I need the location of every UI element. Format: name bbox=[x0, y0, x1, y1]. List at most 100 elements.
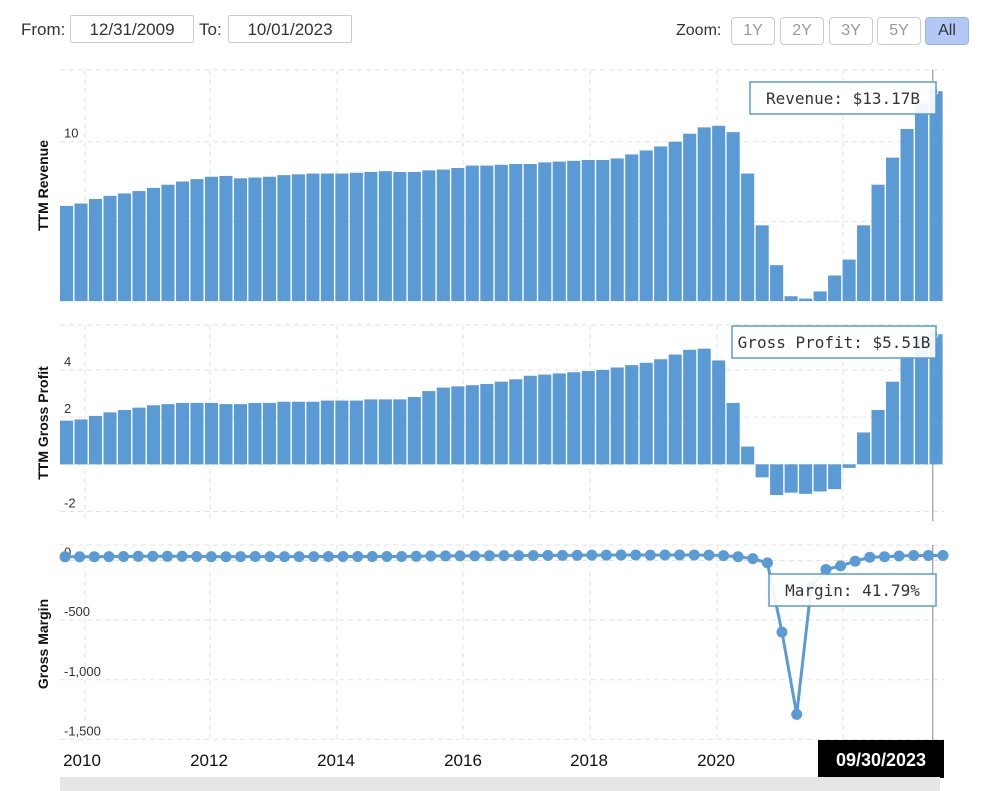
bar[interactable] bbox=[726, 402, 740, 465]
data-point[interactable] bbox=[59, 551, 71, 563]
bar[interactable] bbox=[74, 419, 88, 465]
zoom-3y-button[interactable]: 3Y bbox=[829, 17, 873, 45]
data-point[interactable] bbox=[600, 549, 612, 561]
data-point[interactable] bbox=[674, 549, 686, 561]
bar[interactable] bbox=[480, 165, 494, 301]
data-point[interactable] bbox=[74, 551, 86, 563]
bar[interactable] bbox=[291, 174, 305, 301]
bar[interactable] bbox=[393, 171, 407, 301]
bar[interactable] bbox=[654, 359, 668, 465]
data-point[interactable] bbox=[776, 626, 788, 638]
bar[interactable] bbox=[219, 404, 233, 465]
data-point[interactable] bbox=[747, 553, 759, 565]
bar[interactable] bbox=[88, 199, 103, 301]
bar[interactable] bbox=[233, 178, 247, 301]
bar[interactable] bbox=[277, 401, 291, 465]
data-point[interactable] bbox=[235, 551, 247, 563]
data-point[interactable] bbox=[630, 549, 642, 561]
data-point[interactable] bbox=[381, 551, 393, 562]
bar[interactable] bbox=[204, 402, 219, 465]
bar[interactable] bbox=[378, 399, 392, 465]
data-point[interactable] bbox=[308, 551, 320, 563]
bar[interactable] bbox=[625, 154, 639, 301]
bar[interactable] bbox=[697, 127, 711, 301]
bar[interactable] bbox=[813, 291, 827, 301]
bar[interactable] bbox=[291, 401, 305, 465]
data-point[interactable] bbox=[352, 551, 364, 562]
bar[interactable] bbox=[480, 384, 494, 465]
zoom-2y-button[interactable]: 2Y bbox=[780, 17, 824, 45]
bar[interactable] bbox=[625, 365, 639, 465]
bar[interactable] bbox=[842, 464, 856, 468]
bar[interactable] bbox=[813, 464, 827, 492]
data-point[interactable] bbox=[586, 549, 598, 561]
bar[interactable] bbox=[552, 161, 566, 301]
bar[interactable] bbox=[451, 167, 465, 301]
bar[interactable] bbox=[900, 356, 914, 465]
bar[interactable] bbox=[262, 402, 276, 465]
bar[interactable] bbox=[828, 275, 842, 301]
bar[interactable] bbox=[581, 371, 595, 465]
bar[interactable] bbox=[929, 334, 943, 465]
bar[interactable] bbox=[175, 181, 190, 301]
bar[interactable] bbox=[465, 385, 479, 465]
data-point[interactable] bbox=[718, 550, 729, 562]
data-point[interactable] bbox=[425, 550, 437, 562]
bar[interactable] bbox=[668, 141, 682, 301]
bar[interactable] bbox=[523, 163, 537, 301]
data-point[interactable] bbox=[322, 551, 334, 562]
bar[interactable] bbox=[335, 400, 349, 465]
bar[interactable] bbox=[204, 176, 219, 301]
bar[interactable] bbox=[755, 464, 769, 478]
zoom-5y-button[interactable]: 5Y bbox=[877, 17, 921, 45]
data-point[interactable] bbox=[688, 549, 700, 561]
data-point[interactable] bbox=[454, 550, 466, 562]
bar[interactable] bbox=[639, 150, 653, 301]
data-point[interactable] bbox=[527, 550, 539, 561]
bar[interactable] bbox=[248, 177, 262, 301]
bar[interactable] bbox=[755, 225, 769, 301]
bar[interactable] bbox=[697, 348, 711, 465]
data-point[interactable] bbox=[879, 551, 890, 563]
from-date-input[interactable]: 12/31/2009 bbox=[70, 15, 194, 43]
bar[interactable] bbox=[799, 298, 813, 301]
bar[interactable] bbox=[407, 171, 421, 301]
bar[interactable] bbox=[915, 335, 929, 465]
data-point[interactable] bbox=[103, 551, 115, 563]
bar[interactable] bbox=[596, 160, 610, 301]
data-point[interactable] bbox=[908, 550, 920, 561]
bar[interactable] bbox=[407, 397, 421, 465]
bar[interactable] bbox=[190, 179, 204, 301]
bar[interactable] bbox=[567, 160, 581, 301]
bar[interactable] bbox=[349, 400, 363, 465]
bar[interactable] bbox=[451, 386, 465, 465]
bar[interactable] bbox=[320, 400, 334, 465]
bar[interactable] bbox=[335, 173, 349, 301]
data-point[interactable] bbox=[864, 551, 876, 563]
data-point[interactable] bbox=[542, 549, 554, 561]
bar[interactable] bbox=[799, 464, 813, 494]
bar[interactable] bbox=[60, 420, 74, 465]
bar[interactable] bbox=[596, 369, 610, 465]
data-point[interactable] bbox=[410, 550, 422, 562]
data-point[interactable] bbox=[279, 551, 290, 563]
bar[interactable] bbox=[712, 360, 726, 465]
bar[interactable] bbox=[712, 125, 726, 301]
zoom-1y-button[interactable]: 1Y bbox=[731, 17, 775, 45]
bar[interactable] bbox=[248, 402, 262, 465]
data-point[interactable] bbox=[732, 551, 744, 563]
bar[interactable] bbox=[233, 404, 247, 465]
bar[interactable] bbox=[610, 367, 624, 465]
bar[interactable] bbox=[741, 446, 755, 465]
data-point[interactable] bbox=[440, 550, 451, 562]
data-point[interactable] bbox=[161, 550, 173, 562]
bar[interactable] bbox=[552, 373, 566, 465]
bar[interactable] bbox=[161, 404, 175, 465]
data-point[interactable] bbox=[176, 550, 188, 562]
bar[interactable] bbox=[74, 203, 88, 302]
data-point[interactable] bbox=[849, 555, 861, 567]
zoom-all-button[interactable]: All bbox=[925, 17, 969, 45]
to-date-input[interactable]: 10/01/2023 bbox=[228, 15, 352, 43]
data-point[interactable] bbox=[791, 708, 803, 720]
